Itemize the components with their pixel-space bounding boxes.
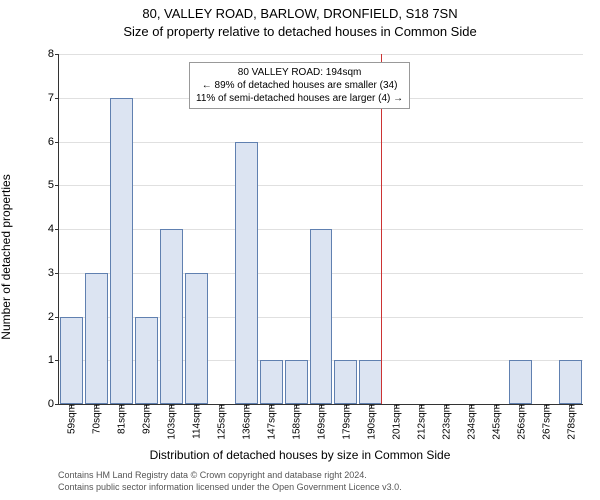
plot-area: 01234567859sqm70sqm81sqm92sqm103sqm114sq… [58, 54, 583, 405]
chart-container: 80, VALLEY ROAD, BARLOW, DRONFIELD, S18 … [0, 0, 600, 500]
annotation-line: 11% of semi-detached houses are larger (… [196, 92, 403, 105]
ytick-label: 5 [48, 179, 59, 191]
histogram-bar [235, 142, 258, 405]
ytick-label: 3 [48, 267, 59, 279]
footer-line-1: Contains HM Land Registry data © Crown c… [58, 470, 402, 482]
ytick-label: 8 [48, 48, 59, 60]
histogram-bar [60, 317, 83, 405]
xtick-label: 201sqm [389, 404, 402, 440]
xtick-label: 169sqm [315, 404, 328, 440]
chart-subtitle: Size of property relative to detached ho… [0, 24, 600, 39]
footer-text: Contains HM Land Registry data © Crown c… [58, 470, 402, 493]
grid-line [59, 185, 583, 186]
y-axis-label: Number of detached properties [0, 174, 13, 339]
ytick-label: 1 [48, 354, 59, 366]
annotation-box: 80 VALLEY ROAD: 194sqm← 89% of detached … [189, 62, 410, 109]
page-title: 80, VALLEY ROAD, BARLOW, DRONFIELD, S18 … [0, 6, 600, 21]
xtick-label: 81sqm [115, 404, 128, 434]
xtick-label: 136sqm [240, 404, 253, 440]
ytick-label: 6 [48, 136, 59, 148]
xtick-label: 245sqm [489, 404, 502, 440]
xtick-label: 147sqm [265, 404, 278, 440]
xtick-label: 267sqm [539, 404, 552, 440]
xtick-label: 223sqm [439, 404, 452, 440]
histogram-bar [160, 229, 183, 404]
xtick-label: 158sqm [290, 404, 303, 440]
ytick-label: 7 [48, 92, 59, 104]
xtick-label: 114sqm [190, 404, 203, 439]
ytick-label: 2 [48, 311, 59, 323]
x-axis-label: Distribution of detached houses by size … [0, 448, 600, 462]
histogram-bar [260, 360, 283, 404]
annotation-line: ← 89% of detached houses are smaller (34… [196, 79, 403, 92]
histogram-bar [110, 98, 133, 404]
histogram-bar [135, 317, 158, 405]
xtick-label: 103sqm [165, 404, 178, 440]
xtick-label: 179sqm [339, 404, 352, 440]
xtick-label: 256sqm [514, 404, 527, 440]
histogram-bar [85, 273, 108, 404]
xtick-label: 70sqm [90, 404, 103, 434]
annotation-line: 80 VALLEY ROAD: 194sqm [196, 66, 403, 79]
xtick-label: 190sqm [364, 404, 377, 440]
xtick-label: 92sqm [140, 404, 153, 434]
footer-line-2: Contains public sector information licen… [58, 482, 402, 494]
grid-line [59, 54, 583, 55]
xtick-label: 278sqm [564, 404, 577, 440]
histogram-bar [285, 360, 308, 404]
ytick-label: 4 [48, 223, 59, 235]
histogram-bar [185, 273, 208, 404]
histogram-bar [334, 360, 357, 404]
grid-line [59, 142, 583, 143]
xtick-label: 59sqm [65, 404, 78, 434]
ytick-label: 0 [48, 398, 59, 410]
histogram-bar [359, 360, 382, 404]
xtick-label: 234sqm [464, 404, 477, 440]
xtick-label: 125sqm [215, 404, 228, 440]
histogram-bar [559, 360, 582, 404]
xtick-label: 212sqm [414, 404, 427, 440]
histogram-bar [509, 360, 532, 404]
histogram-bar [310, 229, 333, 404]
